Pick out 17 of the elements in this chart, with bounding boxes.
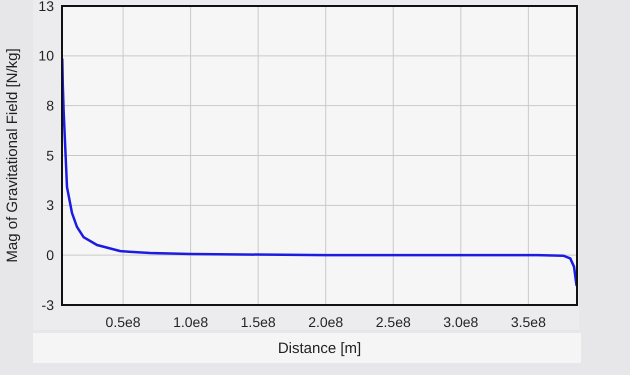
x-tick-label: 3.0e8 bbox=[443, 314, 479, 330]
y-tick-label: 3 bbox=[46, 197, 54, 214]
x-tick-label: 2.5e8 bbox=[376, 314, 411, 330]
x-tick-label: 0.5e8 bbox=[106, 314, 141, 330]
x-axis-title: Distance [m] bbox=[278, 340, 362, 357]
x-tick-label: 1.5e8 bbox=[240, 314, 276, 330]
line-series bbox=[61, 58, 578, 286]
x-tick-label: 2.0e8 bbox=[308, 314, 344, 330]
y-tick-label: 10 bbox=[38, 48, 54, 64]
y-tick-label: -3 bbox=[42, 296, 54, 313]
x-tick-label: 1.0e8 bbox=[173, 314, 208, 330]
y-tick-label: 8 bbox=[46, 98, 54, 114]
y-tick-label: 13 bbox=[38, 0, 54, 14]
y-tick-label: 5 bbox=[46, 147, 54, 164]
x-tick-label: 3.5e8 bbox=[510, 314, 546, 330]
y-tick-label: 0 bbox=[46, 247, 54, 264]
y-axis-title: Mag of Gravitational Field [N/kg] bbox=[4, 48, 21, 263]
